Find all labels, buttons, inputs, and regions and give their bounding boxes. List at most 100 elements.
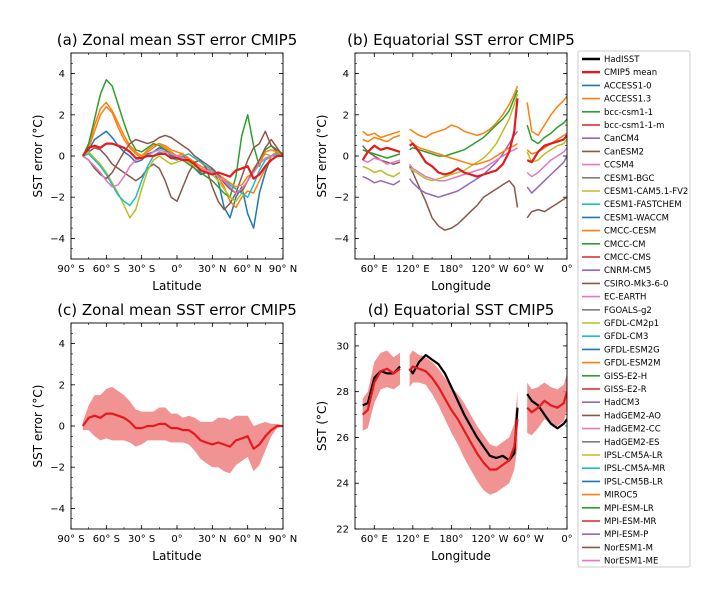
legend-label: IPSL-CM5A-LR	[604, 451, 663, 461]
x-tick-label: 0°	[561, 264, 572, 275]
legend-label: CanESM2	[604, 147, 644, 157]
x-tick-label: 90° N	[269, 534, 297, 545]
legend-label: EC-EARTH	[604, 293, 646, 303]
legend-label: GFDL-ESM2G	[604, 345, 660, 355]
legend-label: HadCM3	[604, 398, 640, 408]
legend-label: MPI-ESM-MR	[604, 517, 657, 527]
y-tick-label: −2	[50, 193, 65, 204]
series-line-cmip5-mean	[81, 142, 283, 180]
legend-label: GFDL-CM3	[604, 332, 648, 342]
y-tick-label: 0	[59, 152, 65, 163]
legend-label: MPI-ESM-LR	[604, 504, 654, 514]
x-tick-label: 0°	[171, 264, 182, 275]
axes-frame	[354, 322, 568, 530]
panel-title: (c) Zonal mean SST error CMIP5	[57, 301, 297, 319]
y-tick-label: 4	[59, 69, 65, 80]
series-line-noresm1-me	[82, 149, 283, 194]
spread-band	[409, 350, 518, 495]
x-tick-label: 30° N	[198, 264, 226, 275]
panel-d: (d) Equatorial SST CMIP5 Longitude SST (°C…	[315, 301, 573, 563]
spread-band	[527, 373, 567, 436]
plot-area	[81, 386, 283, 474]
legend-label: bcc-csm1-1-m	[604, 121, 664, 131]
legend-label: CNRM-CM5	[604, 266, 651, 276]
x-tick-label: 60° W	[513, 534, 544, 545]
y-tick-label: 22	[336, 525, 349, 536]
y-tick-label: 28	[336, 387, 349, 398]
x-tick-label: 60° N	[233, 534, 261, 545]
y-tick-label: 0	[59, 422, 65, 433]
legend-label: CESM1-FASTCHEM	[604, 200, 682, 210]
x-tick-label: 90° S	[57, 264, 84, 275]
legend-label: bcc-csm1-1	[604, 108, 653, 118]
legend-label: CMCC-CMS	[604, 253, 651, 263]
series-line-cesm1-cam5-1-fv2	[362, 165, 401, 178]
series-line-hadisst	[526, 393, 567, 430]
legend-label: HadGEM2-ES	[604, 438, 660, 448]
y-tick-label: 0	[343, 152, 349, 163]
legend-label: CCSM4	[604, 161, 634, 171]
y-tick-label: −2	[334, 193, 349, 204]
series-line-cmip5-mean	[408, 98, 519, 178]
plot-area	[361, 350, 567, 495]
plot-area	[81, 79, 283, 229]
legend-label: HadGEM2-CC	[604, 425, 661, 435]
x-axis-label: Longitude	[431, 549, 491, 563]
series-line-hadisst	[408, 353, 519, 462]
legend-label: FGOALS-g2	[604, 306, 652, 316]
x-axis-label: Longitude	[431, 279, 491, 293]
legend-label: NorESM1-ME	[604, 557, 658, 567]
legend-label: GISS-E2-R	[604, 385, 647, 395]
x-tick-label: 120° E	[396, 264, 430, 275]
x-tick-label: 60° N	[233, 264, 261, 275]
y-tick-label: −4	[334, 234, 349, 245]
series-line-cmip5-mean	[526, 134, 567, 164]
x-tick-label: 30° N	[198, 534, 226, 545]
panel-b: (b) Equatorial SST error CMIP5 Longitude S…	[315, 31, 575, 293]
legend-label: CSIRO-Mk3-6-0	[604, 279, 668, 289]
series-line-ipsl-cm5a-mr	[82, 151, 283, 207]
y-axis-label: SST error (°C)	[315, 115, 329, 198]
series-line-access1-3	[409, 85, 519, 139]
series-line-cmip5-mean	[408, 365, 519, 471]
spread-band	[362, 350, 400, 431]
y-tick-label: 2	[343, 110, 349, 121]
y-axis-label: SST error (°C)	[31, 115, 45, 198]
legend-label: GFDL-CM2p1	[604, 319, 659, 329]
y-tick-label: 4	[343, 69, 349, 80]
legend-label: CESM1-BGC	[604, 174, 654, 184]
panel-a: (a) Zonal mean SST error CMIP5 Latitude SS…	[31, 31, 297, 293]
x-tick-label: 180°	[439, 264, 463, 275]
x-tick-label: 30° S	[128, 534, 155, 545]
series-line-cnrm-cm5	[362, 175, 401, 186]
legend: HadISST CMIP5 mean ACCESS1-0 ACCESS1.3 bcc-c…	[577, 50, 691, 568]
series-line-cmip5-mean	[361, 144, 401, 161]
series-line-bcc-csm1-1	[409, 89, 519, 157]
y-tick-label: 2	[59, 380, 65, 391]
x-axis-label: Latitude	[152, 279, 201, 293]
x-tick-label: 60° S	[93, 534, 120, 545]
legend-label: HadISST	[604, 55, 640, 65]
series-line-hadgem2-cc	[362, 157, 401, 165]
x-tick-label: 0°	[561, 534, 572, 545]
x-tick-label: 30° S	[128, 264, 155, 275]
series-line-cnrm-cm5	[526, 155, 567, 194]
y-tick-label: −2	[50, 463, 65, 474]
series-line-cesm1-cam5-1-fv2	[409, 93, 519, 182]
y-tick-label: 2	[59, 110, 65, 121]
x-tick-label: 90° N	[269, 264, 297, 275]
plot-area	[361, 85, 567, 231]
x-tick-label: 180°	[439, 534, 463, 545]
legend-label: CanCM4	[604, 134, 639, 144]
series-line-miroc5	[82, 105, 283, 188]
y-tick-label: 26	[336, 433, 349, 444]
legend-label: MPI-ESM-P	[604, 530, 648, 540]
y-tick-label: 30	[336, 341, 349, 352]
series-line-canesm2	[526, 196, 567, 219]
y-axis-label: SST error (°C)	[31, 385, 45, 468]
legend-frame	[577, 50, 691, 568]
axes-frame	[354, 52, 568, 260]
axes-frame	[70, 322, 284, 530]
series-line-cmip5-mean	[81, 412, 283, 450]
